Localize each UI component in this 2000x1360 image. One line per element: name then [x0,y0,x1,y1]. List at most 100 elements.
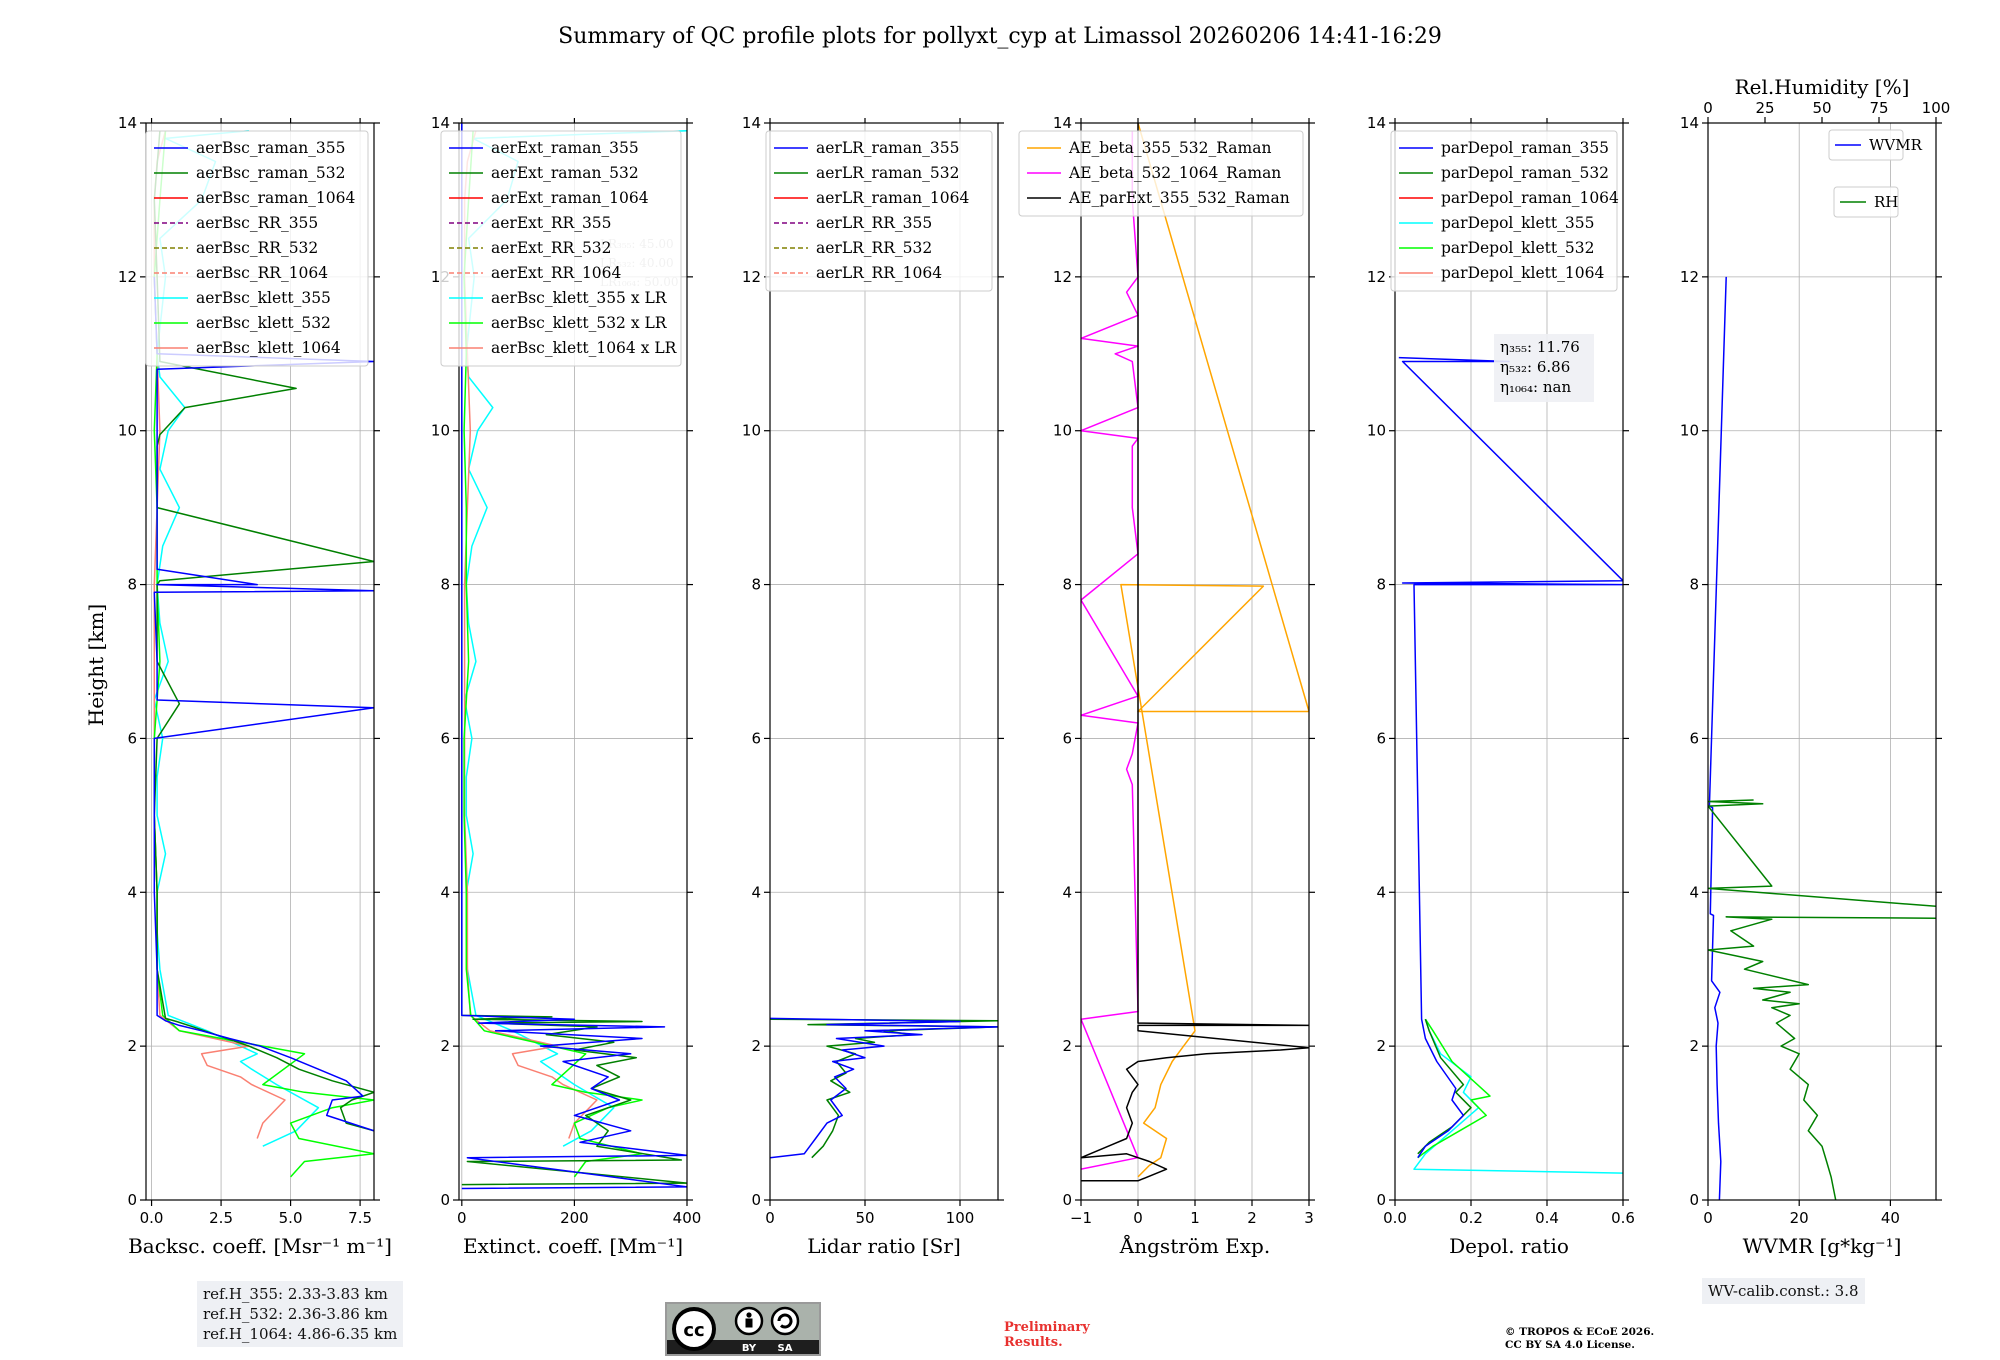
series-group [1708,276,1936,1200]
sa-share-icon [770,1306,800,1336]
y-tick-label: 2 [440,1037,450,1055]
x-tick-label: 2.5 [209,1209,233,1227]
y-tick-label: 8 [1062,576,1072,594]
y-tick-label: 4 [1689,883,1699,901]
eta-annotation: η₃₅₅: 11.76 [1500,338,1580,356]
cc-by-label: BY [742,1343,757,1354]
legend-label: parDepol_raman_532 [1441,164,1609,182]
x-axis-label: Depol. ratio [1449,1234,1569,1258]
axes-frame [458,122,688,1201]
legend: AE_beta_355_532_Raman AE_beta_532_1064_Ra… [1018,130,1304,217]
x-axis-label: Ångström Exp. [1119,1233,1270,1258]
legend-label: aerBsc_klett_1064 x LR [491,339,678,357]
y-tick-label: 14 [1053,114,1072,132]
y-tick-label: 10 [431,422,450,440]
legend-label: aerBsc_raman_1064 [196,189,356,207]
legend-box [765,130,993,292]
y-tick-label: 8 [1689,576,1699,594]
y-tick-label: 0 [1689,1191,1699,1209]
series-line-ae-parext-355-532-raman [1081,123,1309,1182]
x-axis-label: Extinct. coeff. [Mm⁻¹] [463,1234,683,1258]
panel-6: 0 20 40 0 2 4 6 8 10 12 14 WVMR [g*kg⁻¹] 0 25 50 75 100 R… [1680,75,1951,1258]
x-tick-label: 20 [1790,1209,1809,1227]
series-line-aerlr-raman-355 [770,1017,998,1159]
eta-annotation: η₅₃₂: 6.86 [1500,358,1570,376]
legend-label: aerLR_raman_1064 [816,189,969,207]
panel-1: 0.0 2.5 5.0 7.5 0 2 4 6 8 10 12 14 Backsc. coeff. [M… [118,114,392,1258]
x2-tick-label: 50 [1812,99,1831,117]
y-tick-label: 4 [751,883,761,901]
x-tick-label: −1 [1070,1209,1092,1227]
legend-label: aerLR_RR_355 [816,214,932,232]
ref-height-box: ref.H_355: 2.33-3.83 km ref.H_532: 2.36-… [197,1281,404,1347]
y-tick-label: 0 [751,1191,761,1209]
y-tick-label: 8 [127,576,137,594]
legend-label: parDepol_klett_355 [1441,214,1594,232]
legend-label: aerBsc_RR_1064 [196,264,328,282]
x-axis-label: WVMR [g*kg⁻¹] [1743,1234,1902,1258]
x-tick-label: 0 [765,1209,775,1227]
y-tick-label: 2 [751,1037,761,1055]
panel-3: 0 50 100 0 2 4 6 8 10 12 14 Lidar ratio [Sr] aerLR_r… [742,114,1004,1258]
x-tick-label: 1 [1190,1209,1200,1227]
copyright-note: © TROPOS & ECoE 2026. CC BY SA 4.0 Licen… [1505,1326,1725,1352]
legend-label: aerExt_RR_532 [491,239,612,257]
legend-rh: RH [1833,186,1899,218]
x-tick-label: 400 [673,1209,702,1227]
x2-tick-label: 100 [1922,99,1951,117]
y-tick-label: 6 [1689,729,1699,747]
figure-title: Summary of QC profile plots for pollyxt_… [558,24,1442,49]
x2-tick-label: 25 [1755,99,1774,117]
x-tick-label: 0.6 [1611,1209,1635,1227]
legend-label: aerBsc_klett_532 x LR [491,314,668,332]
legend: parDepol_raman_355 parDepol_raman_532 parD… [1390,130,1619,292]
y-tick-label: 10 [742,422,761,440]
series-group [770,1017,998,1159]
axes-frame [1394,122,1624,1201]
series-group [1398,356,1623,1174]
legend: aerExt_raman_355 aerExt_raman_532 aerExt_r… [440,130,682,367]
y-tick-label: 10 [1053,422,1072,440]
cc-sa-label: SA [778,1343,793,1354]
series-line-pardepol-klett-532 [1417,1018,1491,1159]
legend-label: aerBsc_raman_532 [196,164,346,182]
legend-label: aerBsc_raman_355 [196,139,346,157]
y-tick-label: 14 [1680,114,1699,132]
y-tick-label: 12 [742,268,761,286]
y-tick-label: 4 [440,883,450,901]
y-tick-label: 8 [440,576,450,594]
y-tick-label: 14 [431,114,450,132]
eta-annotation: η₁₀₆₄: nan [1500,378,1571,396]
x-tick-label: 2 [1247,1209,1257,1227]
series-group [1081,123,1309,1182]
legend-label: parDepol_raman_1064 [1441,189,1619,207]
y-tick-label: 2 [1376,1037,1386,1055]
series-line-ae-beta-532-1064-raman [1081,130,1139,1170]
y-tick-label: 12 [118,268,137,286]
panel-5: 0.0 0.2 0.4 0.6 0 2 4 6 8 10 12 14 Depol. ratio η₃₅₅:… [1367,114,1635,1258]
series-line-aerbsc-klett-532 [153,130,374,1178]
series-line-pardepol-klett-355 [1413,1018,1623,1174]
legend-box [440,130,682,367]
x-tick-label: 100 [946,1209,975,1227]
y-tick-label: 2 [1062,1037,1072,1055]
y-tick-label: 0 [127,1191,137,1209]
y-tick-label: 6 [127,729,137,747]
x2-tick-label: 75 [1869,99,1888,117]
x-tick-label: 50 [855,1209,874,1227]
legend-label: aerLR_raman_355 [816,139,959,157]
legend-label: aerBsc_klett_355 [196,289,331,307]
y-tick-label: 8 [1376,576,1386,594]
y-tick-label: 6 [751,729,761,747]
x-tick-label: 3 [1304,1209,1314,1227]
y-tick-label: 12 [1680,268,1699,286]
y-tick-label: 0 [1062,1191,1072,1209]
preliminary-line-1: Preliminary [1004,1320,1090,1335]
y-tick-label: 10 [1367,422,1386,440]
x-tick-label: 40 [1881,1209,1900,1227]
x-tick-label: 0.4 [1535,1209,1559,1227]
copyright-line-1: © TROPOS & ECoE 2026. [1505,1326,1655,1338]
